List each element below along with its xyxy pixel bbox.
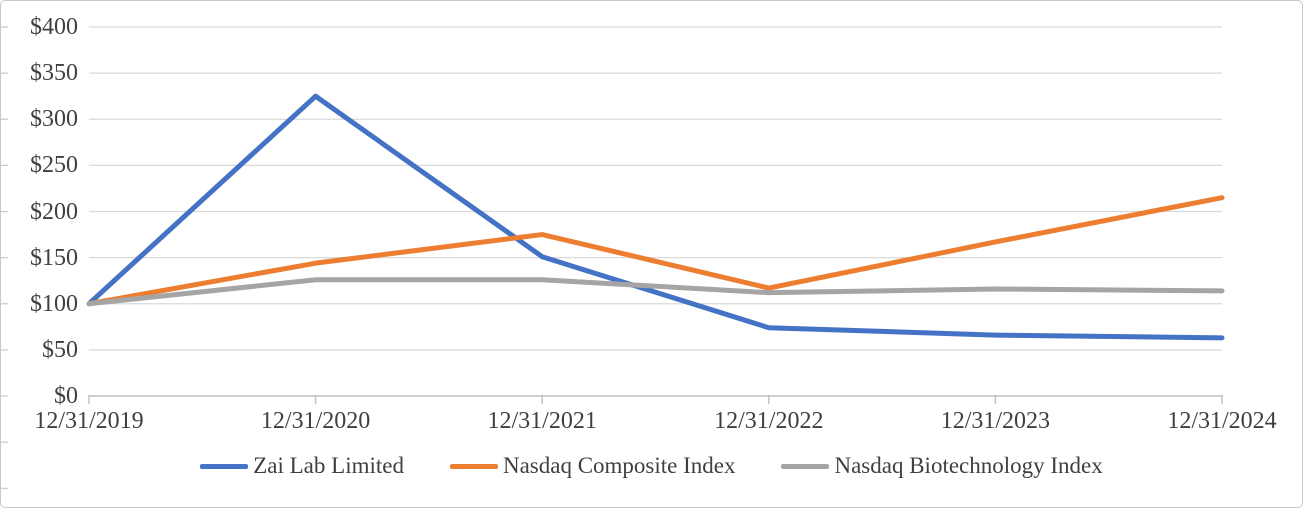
x-tick-label: 12/31/2019 xyxy=(34,408,144,434)
x-tick-label: 12/31/2024 xyxy=(1167,408,1277,434)
x-tick-label: 12/31/2023 xyxy=(940,408,1051,434)
legend-label: Nasdaq Composite Index xyxy=(502,453,736,478)
y-tick-label: $150 xyxy=(30,244,78,271)
series-line-0 xyxy=(86,93,1225,341)
legend-label: Nasdaq Biotechnology Index xyxy=(834,453,1103,478)
y-tick-label: $400 xyxy=(30,14,78,40)
legend-label: Zai Lab Limited xyxy=(253,453,404,478)
legend-item-0: Zai Lab Limited xyxy=(200,453,404,479)
chart-legend: Zai Lab Limited Nasdaq Composite Index Nas… xyxy=(1,453,1302,479)
y-tick-label: $50 xyxy=(42,336,78,363)
y-tick-label: $300 xyxy=(30,106,78,133)
x-tick-label: 12/31/2022 xyxy=(714,408,824,434)
y-tick-label: $250 xyxy=(30,152,78,179)
x-tick-label: 12/31/2020 xyxy=(260,408,371,434)
x-tick-label: 12/31/2021 xyxy=(487,408,597,434)
series-line-1 xyxy=(86,195,1225,307)
legend-line-swatch xyxy=(200,463,249,469)
legend-line-swatch xyxy=(781,463,830,469)
y-tick-label: $350 xyxy=(30,60,78,87)
y-tick-label: $100 xyxy=(30,290,78,317)
y-tick-label: $200 xyxy=(30,198,78,225)
legend-item-2: Nasdaq Biotechnology Index xyxy=(781,453,1103,479)
legend-item-1: Nasdaq Composite Index xyxy=(449,453,736,479)
series-line-2 xyxy=(86,277,1225,307)
legend-line-swatch xyxy=(449,463,498,469)
y-tick-label: $0 xyxy=(54,383,78,409)
